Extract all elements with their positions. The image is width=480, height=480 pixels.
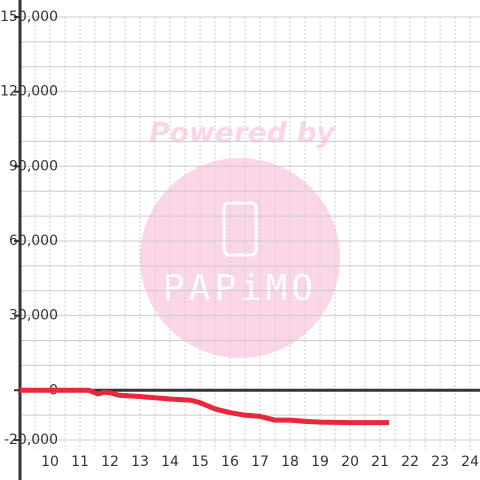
y-tick-label: 90,000 [9, 158, 58, 174]
y-tick-label: 30,000 [9, 308, 58, 324]
y-tick-label: 150,000 [0, 9, 58, 25]
data-line [20, 387, 390, 426]
x-tick-label: 24 [461, 454, 479, 470]
x-tick-label: 18 [281, 454, 299, 470]
watermark-icon [222, 201, 258, 257]
x-tick-label: 10 [41, 454, 59, 470]
x-tick-label: 13 [131, 454, 149, 470]
x-tick-label: 17 [251, 454, 269, 470]
x-tick-label: 23 [431, 454, 449, 470]
x-tick-label: 15 [191, 454, 209, 470]
x-tick-label: 20 [341, 454, 359, 470]
watermark-text: Powered by [149, 116, 336, 149]
x-tick-label: 21 [371, 454, 389, 470]
x-tick-label: 16 [221, 454, 239, 470]
x-tick-label: 19 [311, 454, 329, 470]
x-tick-label: 11 [71, 454, 89, 470]
x-tick-label: 14 [161, 454, 179, 470]
y-tick-label: 60,000 [9, 233, 58, 249]
y-tick-label: -20,000 [4, 432, 58, 448]
y-tick-label: 120,000 [0, 84, 58, 100]
x-tick-label: 12 [101, 454, 119, 470]
watermark-logo: PAPiMO [163, 268, 317, 309]
watermark-circle [140, 158, 340, 358]
x-tick-label: 22 [401, 454, 419, 470]
